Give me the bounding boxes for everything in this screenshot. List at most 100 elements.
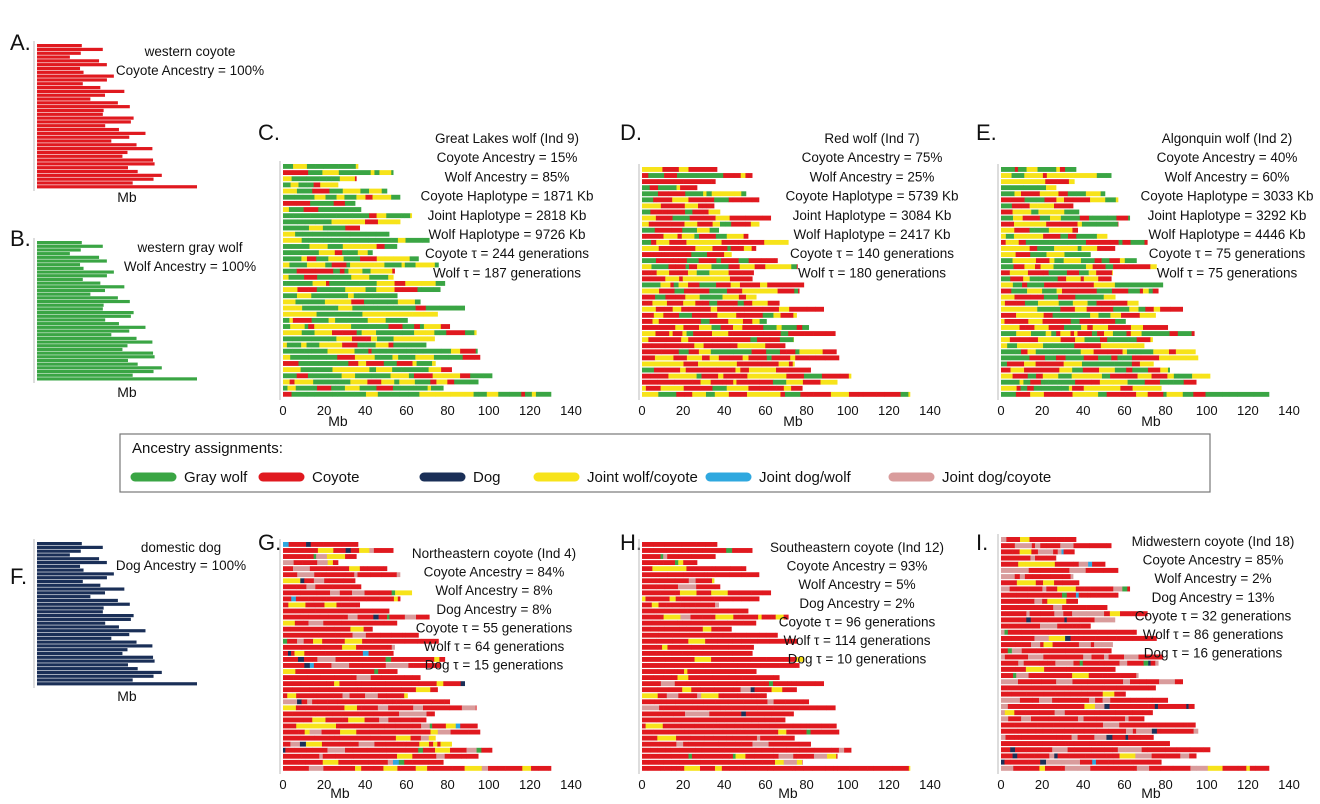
chromosome-segment: [1113, 221, 1119, 227]
chromosome-segment: [736, 729, 741, 735]
chromosome-segment: [1112, 747, 1119, 753]
chromosome-segment: [642, 252, 651, 257]
chromosome-segment: [1015, 349, 1022, 355]
sample-statistic: Wolf Ancestry = 25%: [810, 169, 935, 184]
chromosome-segment: [808, 367, 811, 373]
chromosome-segment: [283, 578, 289, 584]
chromosome-segment: [345, 225, 350, 231]
chromosome-segment: [1105, 197, 1117, 203]
x-tick-label: 40: [358, 777, 372, 792]
chromosome-segment: [1037, 306, 1055, 312]
chromosome-segment: [1040, 379, 1045, 385]
chromosome-segment: [283, 293, 298, 299]
chromosome-bar: [37, 572, 114, 576]
chromosome-segment: [741, 191, 747, 197]
chromosome-segment: [283, 324, 291, 329]
chromosome-segment: [657, 693, 668, 699]
chromosome-segment: [302, 305, 319, 311]
chromosome-segment: [642, 185, 650, 191]
chromosome-segment: [732, 638, 742, 644]
chromosome-segment: [462, 354, 475, 360]
chromosome-segment: [728, 270, 743, 276]
chromosome-segment: [1083, 635, 1096, 641]
chromosome-segment: [403, 354, 416, 360]
chromosome-segment: [1081, 592, 1088, 598]
chromosome-segment: [719, 596, 734, 602]
chromosome-segment: [381, 379, 385, 385]
chromosome-segment: [699, 325, 712, 330]
chromosome-segment: [836, 753, 838, 759]
chromosome-segment: [653, 367, 665, 373]
chromosome-segment: [807, 325, 810, 330]
chromosome-segment: [404, 367, 423, 373]
chromosome-segment: [664, 765, 672, 771]
chromosome-segment: [705, 723, 714, 729]
chromosome-segment: [335, 274, 352, 280]
chromosome-segment: [1119, 753, 1136, 759]
chromosome-segment: [661, 252, 665, 257]
chromosome-segment: [315, 367, 333, 373]
chromosome-segment: [665, 669, 675, 674]
chromosome-segment: [352, 747, 368, 753]
chromosome-segment: [1007, 629, 1022, 635]
chromosome-segment: [349, 693, 366, 699]
chromosome-segment: [351, 200, 356, 206]
chromosome-segment: [1125, 747, 1142, 753]
chromosome-segment: [409, 336, 428, 342]
chromosome-segment: [1104, 343, 1119, 349]
chromosome-segment: [758, 325, 764, 330]
chromosome-segment: [287, 367, 301, 373]
chromosome-segment: [357, 367, 370, 373]
chromosome-segment: [1016, 673, 1029, 679]
chromosome-segment: [297, 287, 309, 293]
chromosome-segment: [657, 179, 675, 185]
chromosome-segment: [689, 215, 704, 221]
chromosome-segment: [1126, 367, 1133, 373]
chromosome-segment: [780, 312, 794, 318]
chromosome-segment: [1028, 567, 1041, 573]
chromosome-segment: [1028, 258, 1037, 264]
chromosome-segment: [286, 342, 298, 348]
chromosome-segment: [664, 343, 683, 349]
chromosome-segment: [433, 741, 438, 747]
chromosome-segment: [687, 650, 695, 656]
chromosome-segment: [326, 626, 335, 632]
chromosome-segment: [437, 705, 451, 711]
chromosome-segment: [780, 391, 786, 397]
chromosome-segment: [310, 311, 317, 317]
chromosome-segment: [1001, 741, 1019, 747]
chromosome-segment: [295, 608, 304, 614]
chromosome-segment: [718, 626, 732, 632]
chromosome-segment: [323, 164, 339, 169]
chromosome-segment: [839, 373, 850, 379]
chromosome-segment: [1085, 191, 1101, 197]
chromosome-segment: [1039, 191, 1059, 197]
chromosome-segment: [445, 723, 457, 729]
chromosome-segment: [696, 608, 713, 614]
chromosome-segment: [1119, 282, 1129, 288]
chromosome-segment: [669, 252, 688, 257]
chromosome-segment: [315, 711, 334, 717]
chromosome-segment: [816, 705, 827, 711]
chromosome-segment: [700, 596, 715, 602]
chromosome-segment: [342, 324, 352, 329]
chromosome-segment: [1001, 337, 1011, 343]
chromosome-segment: [283, 687, 293, 693]
chromosome-segment: [676, 246, 696, 251]
chromosome-segment: [796, 264, 798, 270]
chromosome-segment: [1093, 349, 1109, 355]
chromosome-segment: [642, 197, 654, 203]
chromosome-segment: [382, 699, 388, 705]
chromosome-bar: [37, 74, 114, 78]
chromosome-segment: [1205, 391, 1223, 397]
chromosome-segment: [450, 348, 461, 354]
sample-statistic: Coyote τ = 244 generations: [425, 246, 589, 261]
chromosome-segment: [1077, 765, 1091, 771]
chromosome-segment: [1128, 282, 1146, 288]
legend-label-joint-wolf-coyote: Joint wolf/coyote: [587, 469, 698, 486]
chromosome-segment: [358, 354, 376, 360]
chromosome-bar: [37, 674, 154, 678]
chromosome-segment: [742, 355, 749, 361]
chromosome-segment: [1012, 246, 1017, 251]
chromosome-segment: [1045, 185, 1057, 191]
